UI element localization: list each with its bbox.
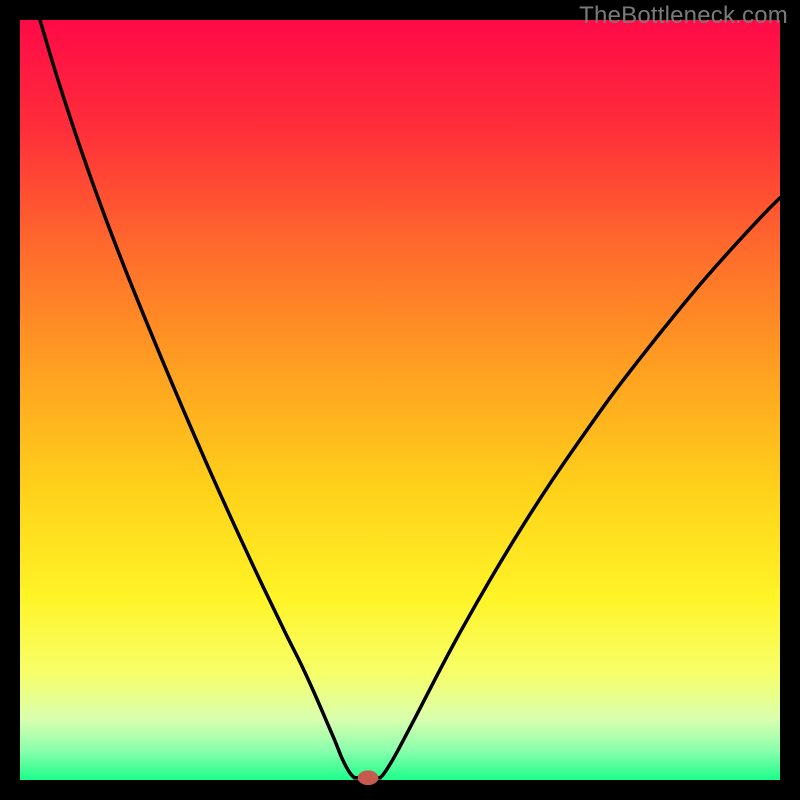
bottleneck-marker <box>358 771 378 785</box>
chart-svg <box>0 0 800 800</box>
chart-background <box>20 20 780 780</box>
bottleneck-chart: TheBottleneck.com <box>0 0 800 800</box>
